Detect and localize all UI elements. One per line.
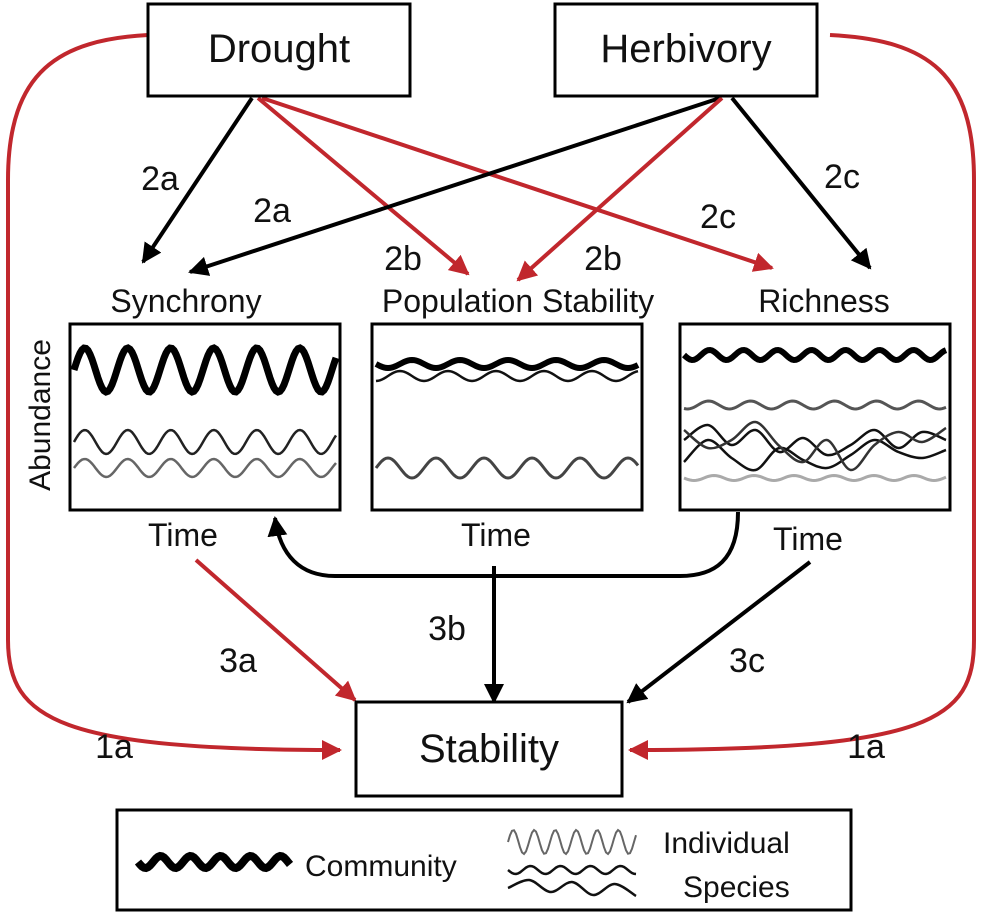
population-stability-panel — [370, 322, 644, 512]
synchrony-species-line-1 — [72, 428, 338, 456]
population-stability-label: Population Stability — [382, 283, 654, 319]
population-stability-community-line — [374, 356, 640, 372]
drought-box — [146, 2, 412, 98]
legend-individual-swatch-1 — [507, 828, 637, 856]
path-label-3c: 3c — [729, 642, 765, 680]
path-1a-left-arrow — [6, 33, 342, 760]
path-label-2b-left: 2b — [384, 240, 422, 278]
arrow-herbivory-to-richness — [730, 96, 872, 270]
path-label-1a-left: 1a — [95, 728, 133, 766]
legend-individual-label-line1: Individual — [663, 827, 790, 860]
path-label-2c-right: 2c — [824, 158, 860, 196]
stability-box — [354, 700, 624, 798]
arrow-synchrony-to-stability — [194, 558, 357, 702]
arrow-drought-to-synchrony — [141, 96, 254, 264]
legend-community-swatch — [134, 851, 294, 873]
legend-box — [115, 808, 853, 912]
abundance-axis-label: Abundance — [24, 339, 57, 491]
time-label-richness: Time — [773, 521, 843, 557]
richness-species-line-5 — [683, 473, 947, 483]
path-label-3a: 3a — [219, 642, 257, 680]
legend-community-label: Community — [305, 850, 457, 883]
drought-label: Drought — [208, 27, 350, 71]
synchrony-species-line-2 — [73, 457, 337, 479]
population-stability-species-line-2 — [374, 456, 640, 480]
legend-individual-swatch-2 — [507, 864, 637, 876]
time-label-population-stability: Time — [461, 517, 531, 553]
arrow-herbivory-to-synchrony — [188, 96, 721, 276]
richness-species-line-4 — [683, 420, 947, 472]
arrow-richness-to-stability — [626, 560, 812, 704]
arrow-drought-to-population-stability — [256, 96, 470, 276]
richness-species-line-1 — [683, 399, 947, 411]
legend-individual-label-line2: Species — [683, 871, 790, 904]
path-label-2a-right: 2a — [253, 192, 291, 230]
herbivory-box — [553, 2, 819, 98]
richness-label: Richness — [758, 283, 890, 319]
legend-individual-swatch-3 — [507, 878, 637, 898]
synchrony-community-line — [70, 344, 340, 396]
path-label-1a-right: 1a — [847, 728, 885, 766]
synchrony-label: Synchrony — [110, 283, 261, 319]
arrow-herbivory-to-population-stability — [516, 96, 724, 282]
path-label-2c-left: 2c — [700, 198, 736, 236]
arrow-richness-to-synchrony — [267, 511, 740, 578]
richness-community-line — [681, 346, 948, 364]
herbivory-label: Herbivory — [600, 27, 771, 71]
arrow-drought-to-richness — [261, 96, 774, 272]
path-label-2a-left: 2a — [141, 160, 179, 198]
stability-label: Stability — [419, 727, 559, 771]
population-stability-species-line-1 — [375, 369, 639, 383]
richness-species-line-2 — [683, 423, 947, 457]
path-label-2b-right: 2b — [584, 240, 622, 278]
richness-species-line-3 — [683, 438, 947, 472]
time-label-synchrony: Time — [148, 517, 218, 553]
path-label-3b: 3b — [428, 610, 466, 648]
path-1a-right-arrow — [628, 33, 976, 760]
